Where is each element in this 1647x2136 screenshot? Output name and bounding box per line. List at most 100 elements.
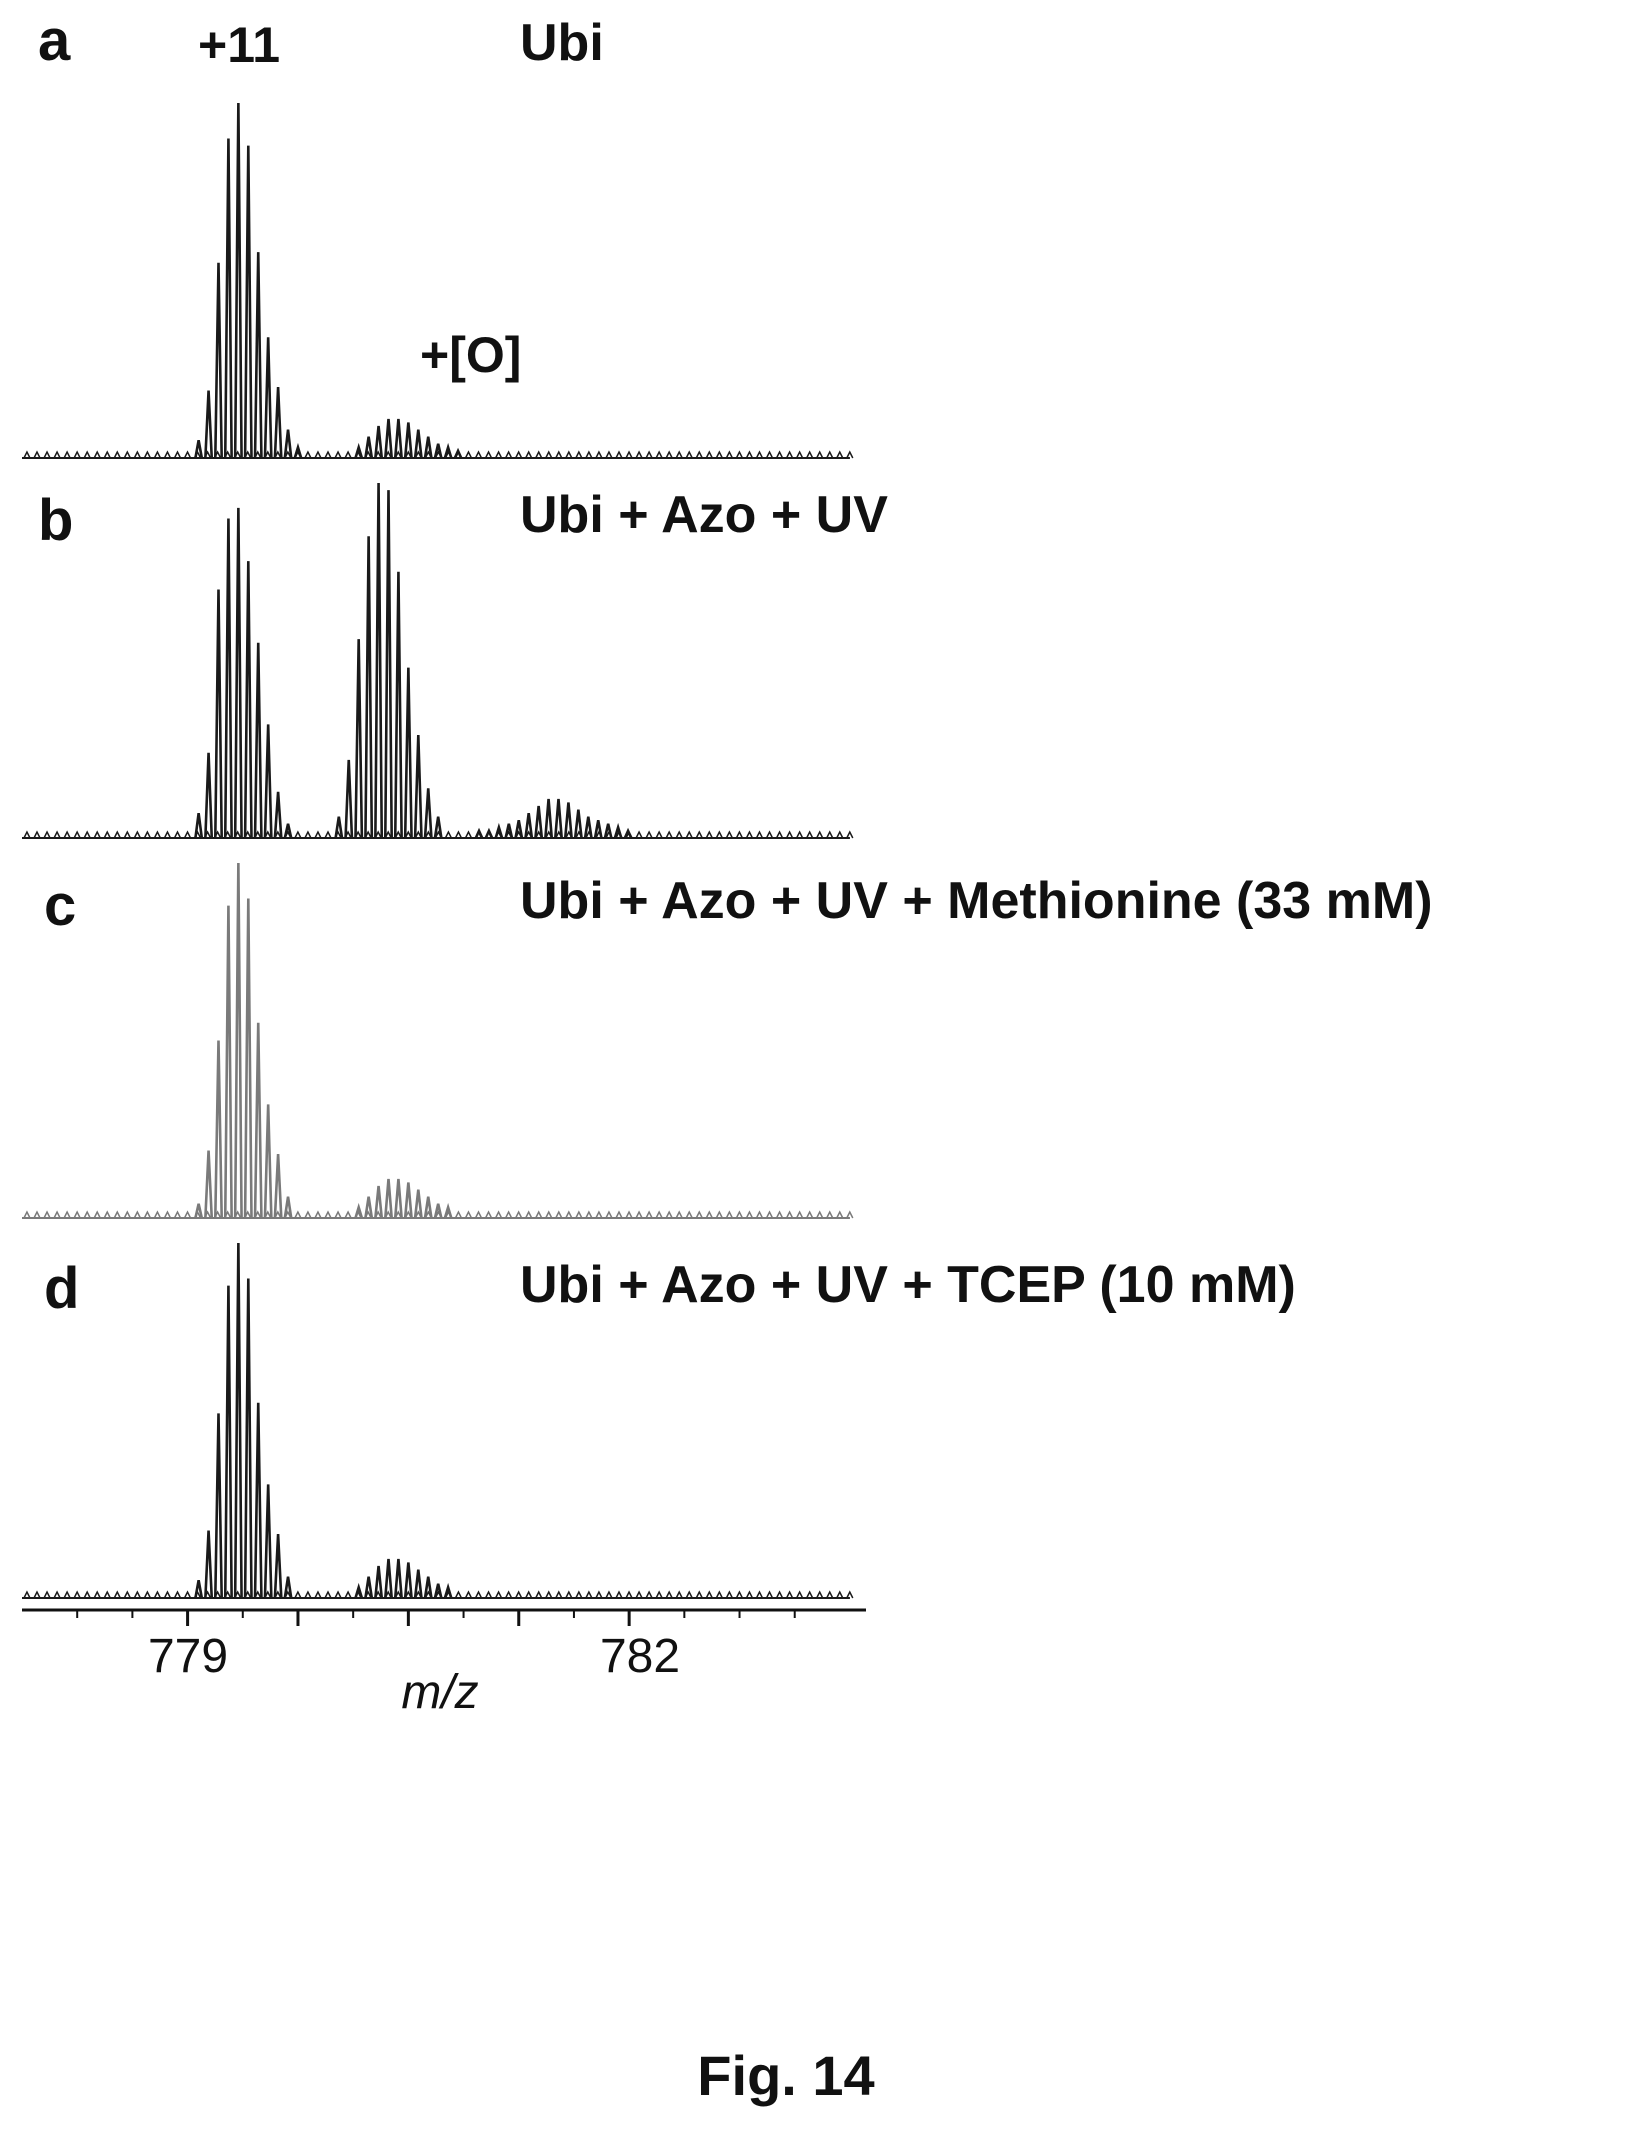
- noise-ripple: [324, 450, 332, 459]
- noise-ripple: [63, 1210, 71, 1219]
- noise-ripple: [605, 1210, 613, 1219]
- isotope-peak: [334, 816, 344, 839]
- noise-ripple: [655, 1590, 663, 1599]
- noise-ripple: [785, 1210, 794, 1219]
- noise-ripple: [464, 1590, 473, 1599]
- noise-ripple: [143, 450, 152, 459]
- noise-ripple: [745, 1590, 754, 1599]
- noise-ripple: [113, 450, 121, 459]
- noise-ripple: [33, 1210, 41, 1219]
- noise-ripple: [103, 1210, 111, 1219]
- noise-ripple: [685, 1590, 693, 1599]
- noise-ripple: [183, 450, 192, 459]
- noise-ripple: [53, 830, 61, 839]
- isotope-peak: [283, 429, 293, 459]
- noise-ripple: [565, 1590, 573, 1599]
- noise-ripple: [695, 1590, 703, 1599]
- noise-ripple: [555, 1590, 563, 1599]
- noise-ripple: [725, 1210, 734, 1219]
- noise-ripple: [665, 830, 673, 839]
- isotope-peak: [383, 490, 393, 839]
- noise-ripple: [324, 1590, 332, 1599]
- noise-ripple: [755, 1590, 764, 1599]
- noise-ripple: [785, 450, 794, 459]
- noise-ripple: [775, 1210, 784, 1219]
- noise-ripple: [504, 1590, 513, 1599]
- noise-ripple: [324, 1210, 332, 1219]
- isotope-peak: [283, 823, 293, 839]
- noise-ripple: [454, 1590, 463, 1599]
- isotope-peak: [213, 1040, 223, 1219]
- noise-ripple: [294, 1210, 302, 1219]
- spectra-panels: [22, 102, 854, 1599]
- isotope-peak: [443, 442, 453, 459]
- noise-ripple: [795, 1210, 804, 1219]
- noise-ripple: [665, 1210, 673, 1219]
- isotope-peak: [553, 798, 563, 839]
- noise-ripple: [836, 1210, 844, 1219]
- noise-ripple: [816, 450, 824, 459]
- noise-ripple: [595, 1590, 603, 1599]
- isotope-peak: [393, 1558, 403, 1599]
- noise-ripple: [635, 450, 643, 459]
- noise-ripple: [735, 830, 744, 839]
- noise-ripple: [494, 1210, 503, 1219]
- noise-ripple: [645, 830, 653, 839]
- noise-ripple: [444, 830, 453, 839]
- noise-ripple: [43, 450, 51, 459]
- noise-ripple: [645, 450, 653, 459]
- noise-ripple: [314, 1590, 322, 1599]
- isotope-peak: [514, 820, 524, 839]
- noise-ripple: [755, 830, 764, 839]
- isotope-peak: [344, 759, 354, 839]
- noise-ripple: [846, 450, 854, 459]
- noise-ripple: [153, 1590, 162, 1599]
- noise-ripple: [805, 1210, 814, 1219]
- noise-ripple: [575, 1590, 583, 1599]
- noise-ripple: [23, 830, 31, 839]
- isotope-peak: [263, 1104, 273, 1219]
- spectrum-panel-a: [22, 102, 854, 459]
- noise-ripple: [745, 830, 754, 839]
- noise-ripple: [63, 830, 71, 839]
- noise-ripple: [585, 1210, 593, 1219]
- isotope-peak: [273, 1534, 283, 1599]
- isotope-peak: [213, 262, 223, 459]
- isotope-peak: [403, 1182, 413, 1219]
- isotope-peak: [374, 1185, 384, 1219]
- isotope-peak: [423, 1576, 433, 1599]
- noise-ripple: [93, 1590, 101, 1599]
- isotope-peak: [413, 1569, 423, 1599]
- isotope-peak: [253, 1402, 263, 1599]
- noise-ripple: [725, 450, 734, 459]
- isotope-peak: [583, 816, 593, 839]
- noise-ripple: [735, 1210, 744, 1219]
- noise-ripple: [314, 450, 322, 459]
- noise-ripple: [665, 1590, 673, 1599]
- noise-ripple: [304, 1590, 312, 1599]
- noise-ripple: [183, 1210, 192, 1219]
- isotope-peak: [403, 422, 413, 459]
- isotope-peak: [204, 1150, 214, 1219]
- noise-ripple: [324, 830, 332, 839]
- noise-ripple: [755, 1210, 764, 1219]
- noise-ripple: [695, 830, 703, 839]
- noise-ripple: [705, 1210, 713, 1219]
- figure-caption: Fig. 14: [697, 2044, 874, 2107]
- noise-ripple: [765, 450, 774, 459]
- noise-ripple: [625, 450, 633, 459]
- x-tick-label-782: 782: [600, 1630, 680, 1683]
- noise-ripple: [33, 1590, 41, 1599]
- isotope-peak: [413, 429, 423, 459]
- isotope-peak: [243, 1278, 253, 1599]
- noise-ripple: [826, 1590, 834, 1599]
- noise-ripple: [816, 830, 824, 839]
- x-axis-title: m/z: [401, 1666, 478, 1719]
- isotope-peak: [204, 390, 214, 459]
- isotope-peak: [474, 827, 484, 839]
- noise-ripple: [133, 1590, 142, 1599]
- noise-ripple: [63, 1590, 71, 1599]
- noise-ripple: [93, 1210, 101, 1219]
- isotope-peak: [504, 823, 514, 839]
- noise-ripple: [83, 830, 91, 839]
